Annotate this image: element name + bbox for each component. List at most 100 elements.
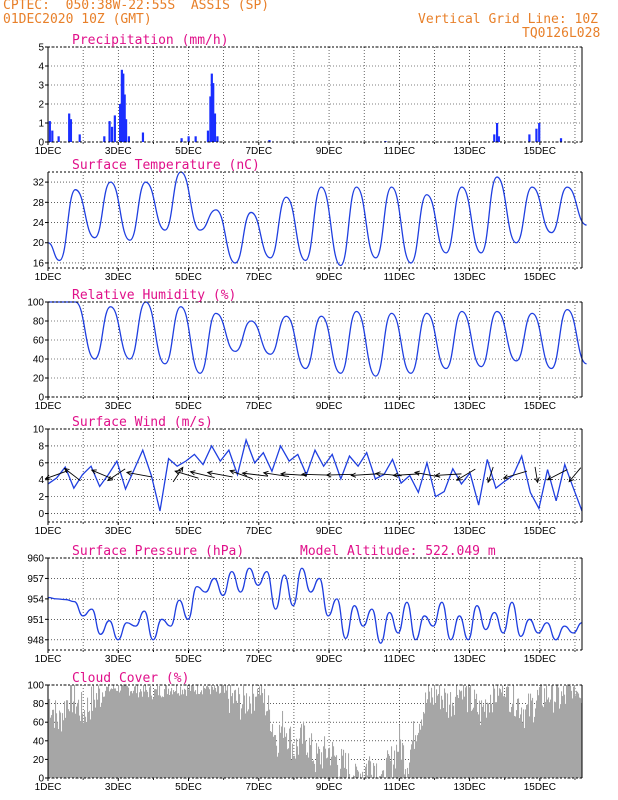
y-tick-label: 10 (33, 425, 45, 436)
cloud-bar (276, 745, 278, 778)
cloud-bar (571, 690, 573, 778)
cloud-bar (329, 747, 331, 778)
y-tick-label: 6 (38, 458, 44, 469)
cloud-bar (481, 700, 483, 778)
wind-title: Surface Wind (m/s) (72, 415, 213, 430)
cloud-bar (335, 756, 337, 778)
cloud-bar (550, 699, 552, 778)
cloud-bar (440, 709, 442, 778)
cloud-bar (492, 712, 494, 778)
x-tick-label: 3DEC (105, 146, 132, 157)
x-tick-label: 5DEC (175, 782, 202, 793)
x-tick-label: 15DEC (524, 782, 556, 793)
cloud-bar (268, 695, 270, 778)
cloud-bar (308, 757, 310, 778)
cloud-bar (102, 692, 104, 778)
header-code: TQ0126L028 (522, 26, 601, 41)
wind-vector (547, 469, 568, 481)
cloud-bar (489, 712, 491, 778)
cloud-bar (562, 696, 564, 778)
cloud-bar (533, 722, 535, 778)
cloud-bar (279, 724, 281, 778)
wind-vector-head (325, 472, 332, 478)
cloud-bar (119, 692, 121, 778)
cloud-bar (312, 761, 314, 778)
cloud-bar (64, 701, 66, 778)
wind-vector (302, 473, 328, 476)
y-tick-label: 954 (27, 594, 44, 605)
cloud-bar (469, 687, 471, 778)
cloud-bar (445, 692, 447, 778)
cloud-bar (499, 688, 501, 778)
cloud-bar (569, 685, 571, 778)
cloud-bar (506, 687, 508, 778)
x-tick-label: 15DEC (524, 272, 556, 283)
cloud-bar (446, 712, 448, 778)
y-tick-label: 0 (38, 774, 44, 785)
cloud-bar (464, 696, 466, 778)
y-tick-label: 80 (33, 317, 45, 328)
cloud-bar (379, 776, 381, 778)
cloud-bar (297, 746, 299, 778)
wind-vector-head (568, 476, 574, 483)
cloud-bar (326, 758, 328, 778)
cloud-bar (539, 687, 541, 778)
cloud-bar (50, 717, 52, 778)
cloud-bar (150, 686, 152, 778)
cloud-bar (419, 723, 421, 778)
x-tick-label: 7DEC (245, 272, 272, 283)
temp-title: Surface Temperature (nC) (72, 158, 260, 173)
cloud-bar (57, 722, 59, 778)
temp-line (47, 171, 587, 267)
cloud-bar (344, 767, 346, 778)
cloud-bar (485, 699, 487, 778)
cloud-bar (90, 719, 92, 778)
cloud-bar (79, 715, 81, 778)
wind-vector-head (262, 470, 269, 476)
cloud-bar (373, 763, 375, 778)
cloud-bar (424, 713, 426, 778)
cloud-bar (168, 688, 170, 778)
cloud-bar (403, 745, 405, 778)
wind-vector (414, 471, 440, 478)
cloud-bar (320, 764, 322, 778)
cloud-bar (354, 776, 356, 778)
y-tick-label: 16 (33, 258, 45, 269)
wind-vector-head (125, 470, 132, 476)
cloud-bar (239, 694, 241, 778)
cloud-bar (196, 694, 198, 778)
cloud-bar (528, 693, 530, 778)
cloud-bar (296, 738, 298, 778)
cloud-bar (554, 701, 556, 778)
cloud-bar (531, 700, 533, 778)
cloud-bar (185, 689, 187, 778)
cloud-bar (523, 709, 525, 778)
cloud-bar (207, 685, 209, 778)
cloud-bar (161, 697, 163, 778)
cloud-bar (404, 774, 406, 778)
cloud-bar (122, 685, 124, 778)
cloud-bar (282, 710, 284, 778)
cloud-bar (261, 685, 263, 778)
x-tick-label: 3DEC (105, 654, 132, 665)
cloud-title: Cloud Cover (%) (72, 671, 189, 686)
wind-vector (351, 473, 378, 476)
cloud-bar (280, 732, 282, 778)
wind-vector-head (90, 469, 97, 475)
cloud-bar (241, 708, 243, 778)
cloud-bar (510, 712, 512, 778)
precip-bar (206, 130, 210, 142)
wind-vector-head (546, 475, 553, 481)
cloud-bar (415, 735, 417, 778)
cloud-bar (164, 689, 166, 778)
cloud-bar (181, 694, 183, 778)
precip-bar (495, 123, 499, 142)
cloud-bar (519, 718, 521, 778)
cloud-bar (477, 711, 479, 778)
wind-vector (229, 470, 253, 480)
wind-vector (326, 473, 353, 476)
cloud-bar (95, 707, 97, 778)
cloud-bar (553, 712, 555, 778)
wind-vector-head (392, 472, 399, 478)
press-title: Surface Pressure (hPa) (72, 544, 244, 559)
